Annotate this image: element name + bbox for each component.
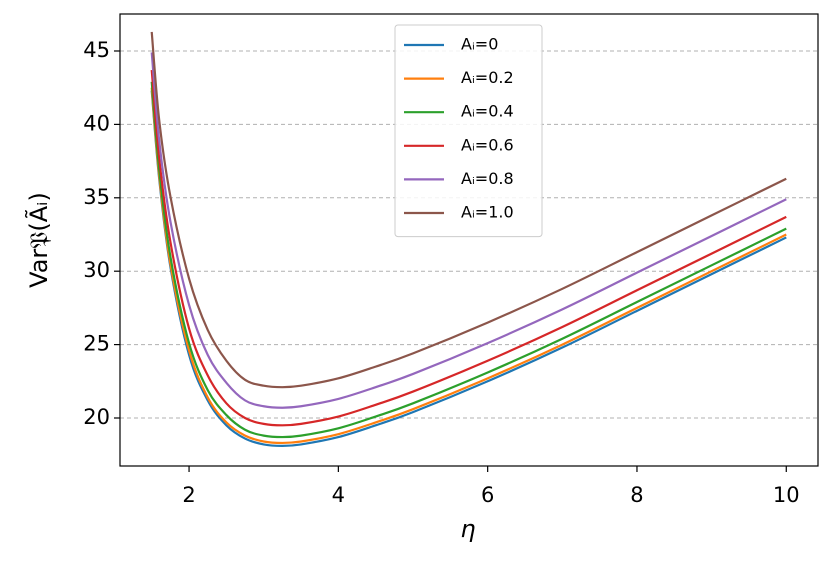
line	[150, 87, 787, 445]
plot-frame	[119, 13, 819, 467]
y-tick-label: 25	[83, 332, 110, 356]
x-axis-label: η	[460, 515, 475, 543]
line	[150, 31, 787, 389]
line	[150, 81, 787, 439]
line	[150, 52, 787, 409]
y-tick-label: 45	[83, 38, 110, 62]
legend-label: Aᵢ=0.8	[461, 169, 514, 188]
legend-label: Aᵢ=1.0	[461, 203, 514, 222]
x-tick-label: 8	[630, 483, 643, 507]
y-tick-label: 35	[83, 185, 110, 209]
y-tick-label: 40	[83, 111, 110, 135]
legend-label: Aᵢ=0.6	[461, 135, 514, 154]
legend-label: Aᵢ=0.4	[461, 102, 514, 121]
legend: Aᵢ=0 Aᵢ=0.2 Aᵢ=0.4 Aᵢ=0.6 Aᵢ=0.8 Aᵢ=1.0	[394, 24, 543, 238]
y-axis-label: Var𝔓(Ãᵢ)	[23, 192, 53, 288]
legend-label: Aᵢ=0.2	[461, 68, 514, 87]
x-tick-label: 6	[481, 483, 494, 507]
x-tick-label: 4	[332, 483, 345, 507]
x-tick-label: 2	[182, 483, 195, 507]
y-tick-label: 20	[83, 405, 110, 429]
x-tick-label: 10	[773, 483, 800, 507]
line	[150, 69, 787, 427]
legend-label: Aᵢ=0	[461, 35, 498, 54]
y-tick-label: 30	[83, 258, 110, 282]
